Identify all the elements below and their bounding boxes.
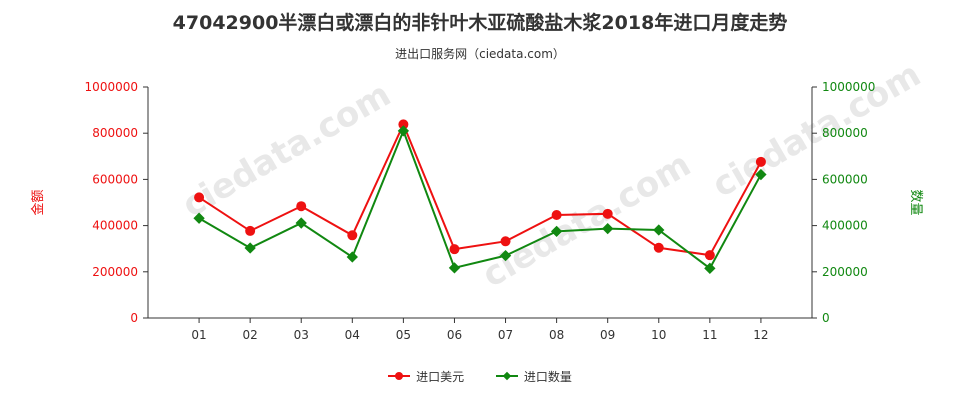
y-axis-title-right: 数量: [908, 189, 923, 215]
data-point-value: [755, 156, 766, 167]
data-point-value: [449, 244, 460, 255]
data-point-value: [500, 236, 511, 247]
data-point-value: [704, 250, 715, 261]
y-tick-label-left: 400000: [92, 219, 138, 233]
data-point-quantity: [704, 262, 716, 274]
data-point-quantity: [295, 217, 307, 229]
legend: 进口美元 进口数量: [0, 366, 960, 385]
data-point-quantity: [602, 222, 614, 235]
y-tick-label-right: 800000: [822, 126, 868, 140]
y-tick-label-left: 800000: [92, 126, 138, 140]
data-point-quantity: [244, 242, 256, 254]
x-tick-label: 10: [651, 328, 666, 342]
y-tick-label-left: 200000: [92, 265, 138, 279]
y-tick-label-right: 200000: [822, 265, 868, 279]
legend-swatch-quantity: [495, 375, 518, 377]
data-point-quantity: [499, 249, 512, 262]
chart-title: 47042900半漂白或漂白的非针叶木亚硫酸盐木浆2018年进口月度走势: [172, 12, 788, 34]
x-tick-label: 03: [294, 328, 309, 342]
data-point-value: [245, 225, 256, 236]
data-point-value: [398, 119, 409, 130]
y-tick-label-left: 0: [130, 311, 138, 325]
y-tick-label-right: 600000: [822, 172, 868, 186]
legend-item-quantity[interactable]: 进口数量: [495, 368, 572, 385]
data-point-quantity: [755, 168, 767, 181]
y-tick-label-left: 1000000: [85, 80, 138, 94]
data-point-quantity: [346, 251, 358, 263]
chart-subtitle: 进出口服务网（ciedata.com）: [395, 47, 565, 61]
legend-label-quantity: 进口数量: [523, 369, 572, 384]
axes: 0 0 200000 200000 400000 400000 600000 600000 80…: [30, 80, 923, 342]
data-point-quantity: [653, 224, 665, 236]
x-tick-label: 06: [447, 328, 462, 342]
data-point-value: [551, 209, 562, 220]
series-line-value: [198, 121, 762, 257]
x-tick-label: 02: [243, 328, 258, 342]
data-point-value: [653, 242, 664, 253]
series-line-quantity: [198, 128, 762, 270]
y-tick-label-left: 600000: [92, 172, 138, 186]
y-tick-label-right: 0: [822, 311, 830, 325]
x-tick-label: 07: [498, 328, 513, 342]
data-point-value: [296, 201, 307, 212]
x-tick-label: 12: [753, 328, 768, 342]
legend-label-value: 进口美元: [416, 369, 465, 384]
y-tick-label-right: 400000: [822, 219, 868, 233]
data-point-quantity: [550, 225, 563, 238]
data-point-quantity: [193, 212, 205, 224]
x-tick-label: 11: [702, 328, 717, 342]
data-point-quantity: [448, 262, 461, 274]
data-point-value: [194, 192, 205, 203]
x-tick-label: 09: [600, 328, 615, 342]
series-group: [193, 119, 767, 274]
x-tick-label: 01: [191, 328, 206, 342]
data-point-value: [602, 208, 613, 219]
data-point-value: [347, 230, 358, 241]
x-tick-label: 05: [396, 328, 411, 342]
legend-item-value[interactable]: 进口美元: [388, 368, 464, 385]
x-tick-label: 08: [549, 328, 564, 342]
y-axis-title-left: 金额: [30, 189, 46, 215]
y-tick-label-right: 1000000: [822, 80, 875, 94]
x-tick-label: 04: [345, 328, 360, 342]
legend-swatch-value: [388, 372, 411, 380]
